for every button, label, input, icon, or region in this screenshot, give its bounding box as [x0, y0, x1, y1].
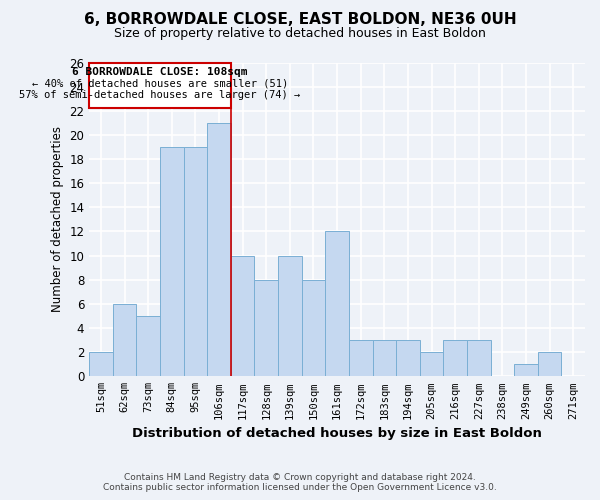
Text: Contains HM Land Registry data © Crown copyright and database right 2024.
Contai: Contains HM Land Registry data © Crown c…	[103, 473, 497, 492]
Bar	[184, 147, 207, 376]
Bar	[89, 352, 113, 376]
Bar	[396, 340, 420, 376]
Bar	[325, 232, 349, 376]
Bar	[443, 340, 467, 376]
Bar	[207, 123, 231, 376]
Text: ← 40% of detached houses are smaller (51): ← 40% of detached houses are smaller (51…	[32, 78, 288, 88]
Bar	[278, 256, 302, 376]
Bar	[349, 340, 373, 376]
Text: 6, BORROWDALE CLOSE, EAST BOLDON, NE36 0UH: 6, BORROWDALE CLOSE, EAST BOLDON, NE36 0…	[83, 12, 517, 28]
Bar	[420, 352, 443, 376]
Bar	[514, 364, 538, 376]
Bar	[113, 304, 136, 376]
Bar	[302, 280, 325, 376]
Text: 6 BORROWDALE CLOSE: 108sqm: 6 BORROWDALE CLOSE: 108sqm	[72, 66, 248, 76]
Text: Size of property relative to detached houses in East Boldon: Size of property relative to detached ho…	[114, 28, 486, 40]
Bar	[254, 280, 278, 376]
Bar	[538, 352, 562, 376]
Bar	[160, 147, 184, 376]
Bar	[136, 316, 160, 376]
X-axis label: Distribution of detached houses by size in East Boldon: Distribution of detached houses by size …	[132, 427, 542, 440]
Bar	[373, 340, 396, 376]
FancyBboxPatch shape	[89, 62, 231, 108]
Bar	[231, 256, 254, 376]
Y-axis label: Number of detached properties: Number of detached properties	[51, 126, 64, 312]
Text: 57% of semi-detached houses are larger (74) →: 57% of semi-detached houses are larger (…	[19, 90, 301, 100]
Bar	[467, 340, 491, 376]
